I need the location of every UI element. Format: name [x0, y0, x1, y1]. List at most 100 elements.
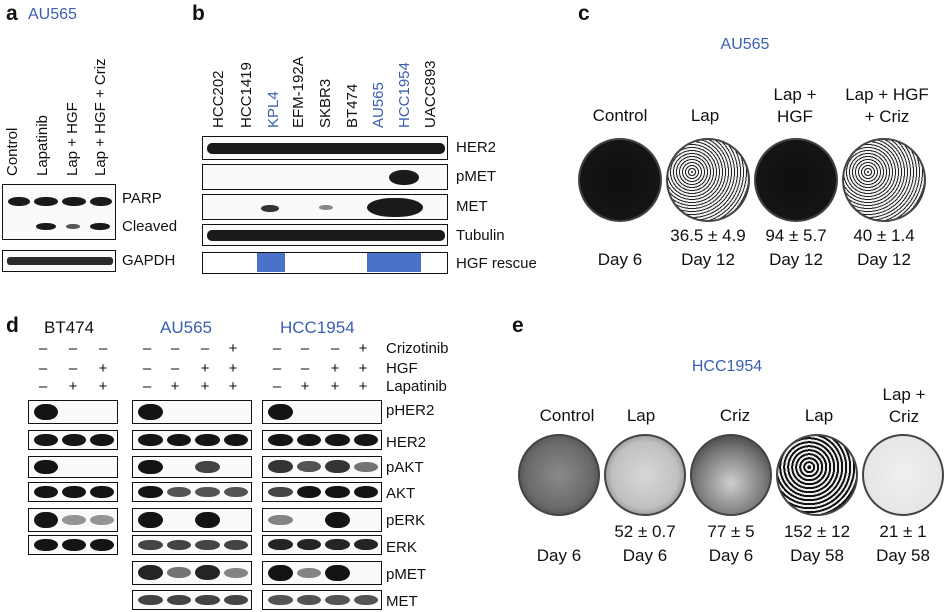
blot-box — [132, 508, 252, 532]
panel-b-lane-label: SKBR3 — [317, 78, 334, 128]
panel-e-letter: e — [512, 314, 524, 337]
panel-c-day: Day 12 — [681, 250, 735, 269]
blot-band — [223, 487, 248, 497]
treatment-sign: + — [98, 360, 108, 377]
blot-band — [268, 515, 293, 525]
blot-band — [296, 595, 321, 605]
blot-band — [223, 595, 248, 605]
panel-e-value: 77 ± 5 — [707, 522, 755, 541]
blot-box — [262, 482, 382, 502]
treatment-sign: – — [170, 360, 180, 377]
panel-c-letter: c — [578, 2, 590, 25]
treatment-label: HGF — [386, 360, 418, 377]
colony-dish — [690, 434, 772, 516]
panel-b-lane-label: BT474 — [344, 83, 361, 128]
treatment-sign: + — [358, 340, 368, 357]
panel-b-lane-label: HCC202 — [210, 70, 227, 128]
panel-b-row-label: MET — [456, 198, 488, 215]
panel-c-day: Day 12 — [769, 250, 823, 269]
treatment-sign: + — [330, 378, 340, 395]
panel-b-lane-label: KPL4 — [265, 91, 282, 128]
panel-c-cell-line: AU565 — [720, 36, 770, 53]
parp-blot — [2, 184, 116, 240]
blot-band — [296, 434, 321, 446]
panel-d-row-label: MET — [386, 593, 418, 610]
panel-d-row-label: ERK — [386, 539, 417, 556]
panel-e-day: Day 6 — [536, 546, 582, 565]
treatment-sign: – — [68, 340, 78, 357]
blot-band — [166, 595, 191, 605]
blot-band — [138, 565, 163, 580]
treatment-sign: – — [300, 340, 310, 357]
treatment-sign: + — [228, 340, 238, 357]
treatment-sign: – — [200, 340, 210, 357]
blot-band — [353, 434, 378, 446]
blot-band — [325, 539, 350, 550]
blot-band — [166, 540, 191, 550]
blot-band — [268, 460, 293, 473]
panel-d-cell-line: HCC1954 — [280, 318, 355, 337]
blot-band — [268, 565, 293, 581]
met-blot — [202, 194, 448, 220]
treatment-sign: + — [98, 378, 108, 395]
panel-e-value: 152 ± 12 — [783, 522, 851, 541]
treatment-sign: – — [142, 360, 152, 377]
blot-band — [268, 487, 293, 497]
colony-dish — [862, 434, 944, 516]
blot-band — [34, 486, 58, 498]
colony-dish — [842, 138, 926, 222]
blot-band — [195, 512, 220, 528]
panel-d-letter: d — [6, 314, 19, 337]
treatment-sign: + — [358, 378, 368, 395]
blot-band — [353, 595, 378, 605]
panel-a-row-label: PARP — [122, 190, 162, 207]
panel-e-condition: Lap — [804, 406, 834, 425]
panel-b-lane-label: AU565 — [370, 82, 387, 128]
pmet-blot — [202, 164, 448, 190]
treatment-sign: + — [228, 360, 238, 377]
panel-d-row-label: pERK — [386, 512, 426, 529]
hgf-rescue-bar — [202, 252, 448, 274]
blot-band — [353, 462, 378, 472]
treatment-sign: – — [98, 340, 108, 357]
blot-box — [28, 400, 118, 424]
her2-blot — [202, 136, 448, 160]
treatment-sign: + — [330, 360, 340, 377]
panel-e-condition: Criz — [719, 406, 751, 425]
blot-band — [325, 565, 350, 581]
blot-band — [268, 539, 293, 550]
treatment-sign: + — [358, 360, 368, 377]
colony-dish — [754, 138, 838, 222]
panel-c-condition: Lap — [690, 106, 720, 125]
blot-box — [132, 561, 252, 585]
panel-e-value: 21 ± 1 — [879, 522, 927, 541]
blot-band — [138, 404, 163, 420]
blot-band — [34, 460, 58, 474]
blot-band — [223, 434, 248, 446]
panel-a-row-label: GAPDH — [122, 252, 176, 269]
treatment-sign: – — [142, 378, 152, 395]
treatment-sign: – — [68, 360, 78, 377]
panel-e-day: Day 6 — [708, 546, 754, 565]
panel-b-lane-label: UACC893 — [422, 60, 439, 128]
blot-band — [223, 568, 248, 578]
colony-dish — [578, 138, 662, 222]
panel-e-day: Day 6 — [622, 546, 668, 565]
blot-box — [262, 508, 382, 532]
panel-a-cell-line: AU565 — [28, 6, 77, 23]
blot-box — [28, 508, 118, 532]
tubulin-blot — [202, 224, 448, 246]
panel-d-row-label: HER2 — [386, 434, 427, 451]
blot-band — [195, 461, 220, 473]
panel-b-lane-label: EFM-192A — [290, 56, 307, 128]
blot-band — [325, 486, 350, 498]
treatment-sign: – — [38, 378, 48, 395]
colony-dish — [518, 434, 600, 516]
panel-e-day: Day 58 — [876, 546, 930, 565]
blot-band — [353, 486, 378, 498]
blot-box — [28, 456, 118, 478]
blot-band — [268, 595, 293, 605]
blot-box — [132, 590, 252, 610]
treatment-sign: + — [200, 378, 210, 395]
treatment-sign: – — [38, 340, 48, 357]
